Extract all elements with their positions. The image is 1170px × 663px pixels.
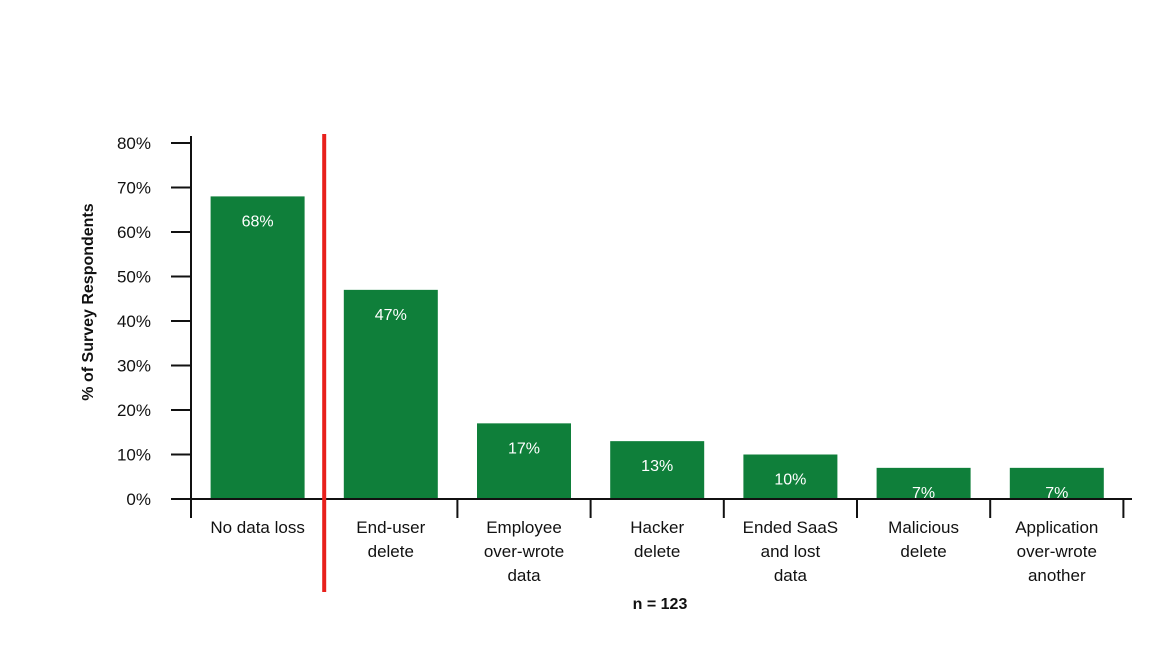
category-label: No data loss xyxy=(210,518,305,537)
bar xyxy=(210,196,305,499)
category-label: End-user delete xyxy=(356,518,425,561)
bar xyxy=(743,454,838,499)
bar-value-label: 47% xyxy=(375,307,407,324)
bar-value-label: 7% xyxy=(912,485,935,502)
y-tick-label: 70% xyxy=(117,179,151,198)
bar xyxy=(477,423,571,499)
y-axis-ticks: 0% 10% 20% 30% 40% 50% 60% 70% 80% xyxy=(117,134,191,509)
bar xyxy=(610,441,705,499)
bar-value-label: 10% xyxy=(774,472,806,489)
category-label-line: Hacker xyxy=(630,518,684,537)
category-label-line: over-wrote xyxy=(1017,542,1097,561)
bar xyxy=(343,289,438,499)
bars: 68% 47% 17% 13% 10% 7% 7% xyxy=(210,196,1104,502)
category-label-line: delete xyxy=(368,542,414,561)
category-label: Hacker delete xyxy=(630,518,684,561)
category-label-line: End-user xyxy=(356,518,425,537)
category-labels: No data loss End-user delete Employee over-w… xyxy=(210,518,1098,585)
category-label-line: and lost xyxy=(761,542,821,561)
category-label: Application over-wrote another xyxy=(1015,518,1098,585)
category-label: Malicious delete xyxy=(888,518,959,561)
y-tick-label: 40% xyxy=(117,312,151,331)
y-tick-label: 10% xyxy=(117,446,151,465)
category-label-line: delete xyxy=(900,542,946,561)
category-label-line: data xyxy=(774,566,808,585)
sample-size-note: n = 123 xyxy=(633,596,688,613)
category-label-line: data xyxy=(507,566,541,585)
category-label-line: Ended SaaS xyxy=(743,518,838,537)
y-tick-label: 20% xyxy=(117,401,151,420)
y-tick-label: 60% xyxy=(117,223,151,242)
bar-value-label: 7% xyxy=(1045,485,1068,502)
bar xyxy=(1009,467,1104,499)
y-tick-label: 0% xyxy=(126,490,151,509)
bar xyxy=(876,467,971,499)
y-axis-title: % of Survey Respondents xyxy=(80,203,97,400)
axes xyxy=(171,134,1132,592)
category-label: Employee over-wrote data xyxy=(484,518,564,585)
y-tick-label: 50% xyxy=(117,268,151,287)
bar-value-label: 68% xyxy=(242,213,274,230)
category-label: Ended SaaS and lost data xyxy=(743,518,838,585)
category-label-line: another xyxy=(1028,566,1086,585)
y-tick-label: 30% xyxy=(117,357,151,376)
bar-value-label: 13% xyxy=(641,458,673,475)
category-label-line: Employee xyxy=(486,518,562,537)
category-label-line: Application xyxy=(1015,518,1098,537)
y-tick-label: 80% xyxy=(117,134,151,153)
bar-value-label: 17% xyxy=(508,440,540,457)
category-label-line: delete xyxy=(634,542,680,561)
category-label-line: over-wrote xyxy=(484,542,564,561)
category-label-line: No data loss xyxy=(210,518,305,537)
category-label-line: Malicious xyxy=(888,518,959,537)
